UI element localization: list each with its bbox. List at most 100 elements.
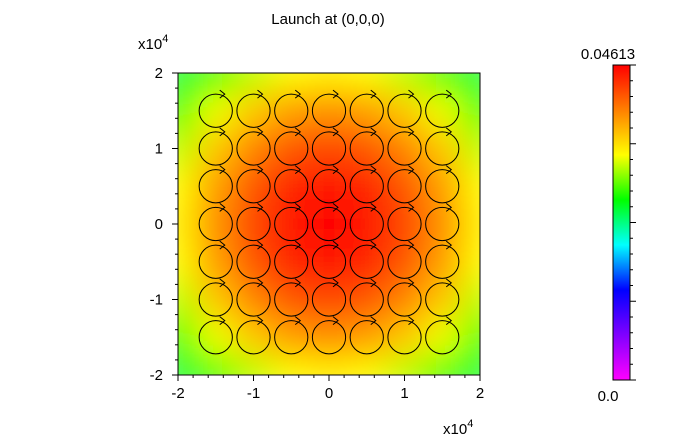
- orbit-arrow: [408, 316, 415, 326]
- orbit: [387, 169, 422, 204]
- heat-cell: [196, 318, 236, 357]
- orbit: [387, 282, 422, 317]
- heat-cell: [178, 356, 198, 375]
- orbit: [311, 244, 347, 279]
- heat-cell: [234, 91, 273, 131]
- heat-cell: [310, 205, 349, 244]
- orbit: [236, 320, 271, 355]
- orbit-arrow: [445, 89, 453, 99]
- heat-cell: [385, 167, 424, 206]
- orbit-arrow: [257, 278, 264, 288]
- heat-cell: [178, 205, 198, 244]
- orbit: [349, 244, 384, 279]
- orbit: [425, 93, 460, 128]
- heat-cell: [347, 91, 387, 131]
- heat-cell: [272, 167, 311, 206]
- heat-cell: [423, 280, 462, 319]
- x-tick-label: 1: [400, 385, 408, 402]
- heat-cell: [234, 356, 273, 375]
- x-multiplier: x104: [443, 418, 473, 438]
- orbit: [236, 93, 271, 128]
- orbit-arrow: [219, 165, 226, 175]
- orbit-arrow: [257, 165, 264, 175]
- heat-cell: [461, 91, 480, 131]
- orbit: [274, 93, 309, 128]
- y-multiplier: x104: [138, 33, 168, 53]
- orbit-arrow: [408, 89, 415, 99]
- heat-cell: [272, 91, 311, 131]
- heat-cell: [310, 356, 349, 375]
- orbit: [236, 282, 271, 317]
- x_multiplier-exponent: 4: [467, 418, 473, 430]
- orbit: [387, 93, 422, 128]
- orbit: [274, 320, 309, 355]
- heat-cell: [234, 205, 273, 244]
- orbit-arrow: [219, 127, 226, 137]
- orbit: [387, 320, 422, 355]
- heat-cell: [310, 280, 349, 319]
- heat-cell: [178, 167, 198, 206]
- orbit-arrow: [257, 127, 264, 137]
- orbit: [274, 282, 309, 317]
- heat-cell: [310, 91, 349, 131]
- orbit-arrow: [257, 240, 264, 250]
- heat-cell: [196, 242, 236, 282]
- orbit-arrow: [332, 127, 339, 137]
- orbit: [425, 244, 460, 279]
- orbit: [425, 320, 460, 355]
- heat-cell: [423, 167, 462, 206]
- orbit: [311, 282, 347, 317]
- heat-cell: [234, 167, 273, 206]
- heat-cell: [423, 205, 462, 244]
- heat-cell: [423, 91, 462, 131]
- orbit: [236, 244, 271, 279]
- heat-cell: [234, 129, 273, 168]
- orbit-arrow: [445, 240, 453, 250]
- orbit: [349, 206, 384, 242]
- heat-cell: [347, 73, 387, 93]
- orbit: [198, 131, 233, 166]
- heat-cell: [423, 73, 462, 93]
- orbit-arrow: [219, 89, 226, 99]
- orbit-arrow: [294, 240, 302, 250]
- heat-cell: [385, 280, 424, 319]
- orbit-arrow: [332, 240, 339, 250]
- orbit: [236, 131, 271, 166]
- heat-cell: [461, 205, 480, 244]
- orbit: [274, 131, 309, 166]
- heat-cell: [272, 318, 311, 357]
- heatmap: [178, 73, 480, 375]
- orbit-arrow: [408, 165, 415, 175]
- heat-cell: [196, 356, 236, 375]
- orbit-arrow: [445, 165, 453, 175]
- y-tick-label: 0: [155, 216, 163, 233]
- orbit-arrow: [294, 165, 302, 175]
- colorbar-tick-label: 0.04613: [581, 46, 635, 63]
- heat-cell: [234, 318, 273, 357]
- heat-cell: [385, 205, 424, 244]
- heat-cell: [461, 280, 480, 319]
- orbit: [236, 169, 271, 204]
- orbit: [274, 244, 309, 279]
- orbit: [349, 282, 384, 317]
- heat-cell: [272, 205, 311, 244]
- heat-cell: [385, 318, 424, 357]
- orbit-arrow: [219, 202, 226, 212]
- y_multiplier-base: x10: [138, 36, 162, 53]
- heat-cell: [178, 318, 198, 357]
- orbit-arrow: [445, 316, 453, 326]
- orbit-arrow: [332, 278, 339, 288]
- orbit-arrow: [445, 127, 453, 137]
- orbit-arrow: [408, 127, 415, 137]
- heat-cell: [196, 73, 236, 93]
- heat-cell: [196, 280, 236, 319]
- heat-cell: [423, 242, 462, 282]
- x-tick-label: 0: [325, 385, 333, 402]
- orbit: [198, 169, 233, 204]
- heat-cell: [310, 242, 349, 282]
- orbit: [425, 282, 460, 317]
- colorbar-tick-label: 0.0: [598, 388, 619, 405]
- heat-cell: [423, 129, 462, 168]
- orbit-arrow: [332, 165, 339, 175]
